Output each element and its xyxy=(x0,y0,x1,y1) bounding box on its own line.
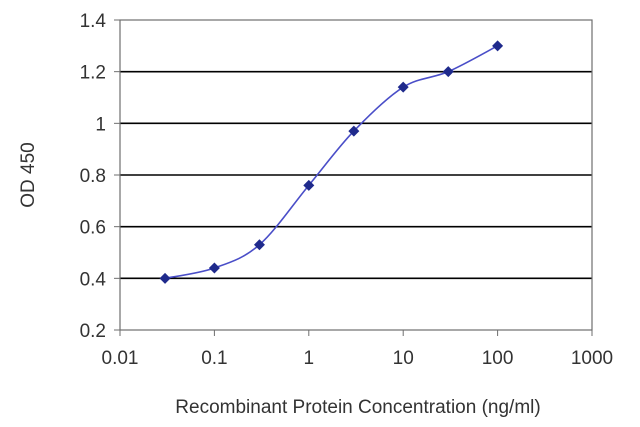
x-tick-label: 0.01 xyxy=(102,348,139,369)
data-point xyxy=(442,66,454,78)
y-tick-label: 0.2 xyxy=(80,321,106,342)
x-axis: 0.01 0.1 1 10 100 1000 xyxy=(102,330,613,369)
y-tick-label: 0.6 xyxy=(80,218,106,239)
data-point xyxy=(303,179,315,191)
y-tick-label: 1.2 xyxy=(80,63,106,84)
x-tick-label: 100 xyxy=(482,348,514,369)
x-tick-label: 1000 xyxy=(571,348,613,369)
x-axis-title: Recombinant Protein Concentration (ng/ml… xyxy=(175,397,540,418)
y-tick-label: 0.4 xyxy=(80,269,107,290)
x-tick-label: 0.1 xyxy=(201,348,227,369)
x-tick-label: 10 xyxy=(393,348,414,369)
y-tick-label: 1 xyxy=(95,114,106,135)
x-tick-label: 1 xyxy=(304,348,315,369)
y-tick-label: 0.8 xyxy=(80,166,106,187)
y-tick-label: 1.4 xyxy=(80,11,107,32)
y-axis-title: OD 450 xyxy=(18,142,39,207)
data-point xyxy=(253,239,265,251)
y-axis: 0.2 0.4 0.6 0.8 1 1.2 1.4 xyxy=(80,11,120,342)
grid-lines xyxy=(120,70,592,280)
series-line xyxy=(164,45,498,280)
data-point xyxy=(348,125,360,137)
data-point xyxy=(397,81,409,93)
data-point xyxy=(159,272,171,284)
data-points xyxy=(159,40,504,284)
data-point xyxy=(492,40,504,52)
data-point xyxy=(208,262,220,274)
